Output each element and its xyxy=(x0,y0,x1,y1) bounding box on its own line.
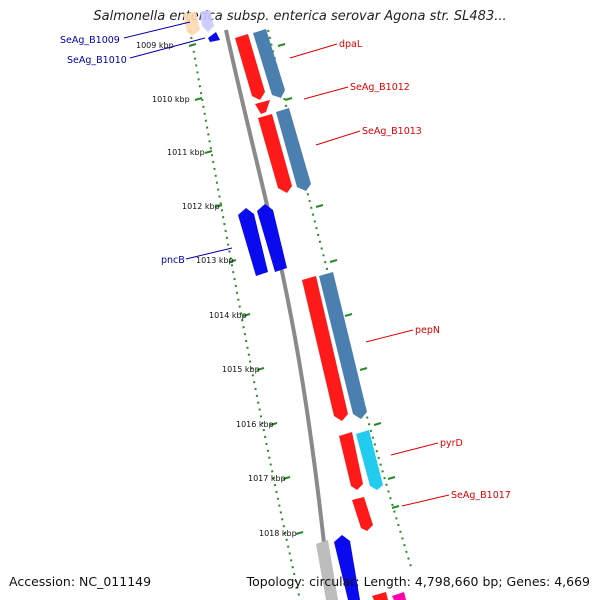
gene-arrow-SeAg_B1013[interactable] xyxy=(258,114,292,193)
tick-mark xyxy=(387,476,396,480)
label-SeAg_B1012[interactable]: SeAg_B1012 xyxy=(350,82,410,93)
tick-mark xyxy=(373,422,382,426)
leader-SeAg_B1017 xyxy=(401,494,450,507)
label-SeAg_B1017[interactable]: SeAg_B1017 xyxy=(451,490,511,501)
gene-arrow-blue-bottom xyxy=(334,535,360,600)
reverse-features xyxy=(238,204,287,276)
label-SeAg_B1009[interactable]: SeAg_B1009 xyxy=(60,35,120,46)
gene-arrow-SeAg_B1017[interactable] xyxy=(352,497,373,531)
outer-track-guide xyxy=(267,29,413,571)
gene-arrow-faded-orange xyxy=(183,12,200,36)
label-SeAg_B1013[interactable]: SeAg_B1013 xyxy=(362,126,422,137)
gene-arrow-red-bottom xyxy=(372,592,388,600)
label-pepN[interactable]: pepN xyxy=(415,325,440,336)
gene-arrow-magenta-bottom xyxy=(392,592,406,600)
leader-SeAg_B1013 xyxy=(315,130,361,146)
tick-mark xyxy=(282,476,291,480)
cds-arrow-pepN[interactable] xyxy=(319,272,367,419)
tick-mark xyxy=(228,259,237,263)
leader-SeAg_B1010 xyxy=(129,37,206,59)
tick-label: 1012 kbp xyxy=(182,202,220,211)
tick-mark xyxy=(277,43,286,47)
tick-mark xyxy=(194,97,203,101)
tick-mark xyxy=(269,422,278,426)
gene-arrow-SeAg_B1010[interactable] xyxy=(208,32,220,42)
leader-dpaL xyxy=(289,43,338,59)
tick-label: 1018 kbp xyxy=(259,529,297,538)
label-dpaL[interactable]: dpaL xyxy=(339,39,363,50)
gene-arrow-pyrD[interactable] xyxy=(339,432,363,490)
gene-arrow-faded-blue xyxy=(200,10,214,32)
tick-labels: 1009 kbp 1010 kbp 1011 kbp 1012 kbp 1013… xyxy=(136,41,297,538)
tick-mark xyxy=(391,505,400,509)
tick-marks xyxy=(188,43,400,535)
tick-label: 1009 kbp xyxy=(136,41,174,50)
label-SeAg_B1010[interactable]: SeAg_B1010 xyxy=(67,55,127,66)
tick-mark xyxy=(295,531,304,535)
label-pyrD[interactable]: pyrD xyxy=(440,438,463,449)
tick-mark xyxy=(344,313,353,317)
tick-mark xyxy=(204,150,213,154)
cds-arrow-pyrD[interactable] xyxy=(356,430,383,490)
gene-arrow-pncB-2[interactable] xyxy=(257,204,287,272)
tick-mark xyxy=(359,367,368,371)
reverse-leaders xyxy=(123,21,233,260)
tick-label: 1017 kbp xyxy=(248,474,286,483)
tick-mark xyxy=(242,313,251,317)
label-pncB[interactable]: pncB xyxy=(161,255,185,266)
forward-leaders xyxy=(289,43,450,507)
tick-mark xyxy=(315,204,324,208)
tick-mark xyxy=(329,259,338,263)
tick-label: 1011 kbp xyxy=(167,148,205,157)
leader-pepN xyxy=(365,329,414,343)
tick-label: 1015 kbp xyxy=(222,365,260,374)
leader-pyrD xyxy=(390,442,439,456)
forward-features xyxy=(235,29,383,531)
genome-backbone xyxy=(224,29,332,600)
tick-mark xyxy=(188,43,197,47)
gene-arrow-dpaL[interactable] xyxy=(235,34,265,100)
tick-label: 1010 kbp xyxy=(152,95,190,104)
tick-mark xyxy=(214,204,223,208)
leader-pncB xyxy=(185,247,233,260)
tick-label: 1013 kbp xyxy=(196,256,234,265)
leader-SeAg_B1009 xyxy=(123,21,191,39)
gene-arrow-pncB-1[interactable] xyxy=(238,208,268,276)
gene-arrow-grey xyxy=(316,540,338,600)
gene-arrow-SeAg_B1012[interactable] xyxy=(255,100,270,114)
leader-SeAg_B1012 xyxy=(303,86,349,100)
cds-arrow-SeAg_B1013[interactable] xyxy=(276,108,311,191)
accession-text: Accession: NC_011149 xyxy=(9,574,152,589)
cds-arrow-dpaL[interactable] xyxy=(253,29,285,98)
tick-label: 1016 kbp xyxy=(236,420,274,429)
genome-summary-text: Topology: circular; Length: 4,798,660 bp… xyxy=(246,574,590,589)
gene-arrow-pepN[interactable] xyxy=(302,276,348,421)
tick-mark xyxy=(256,367,265,371)
tick-label: 1014 kbp xyxy=(209,311,247,320)
tick-mark xyxy=(284,97,293,101)
